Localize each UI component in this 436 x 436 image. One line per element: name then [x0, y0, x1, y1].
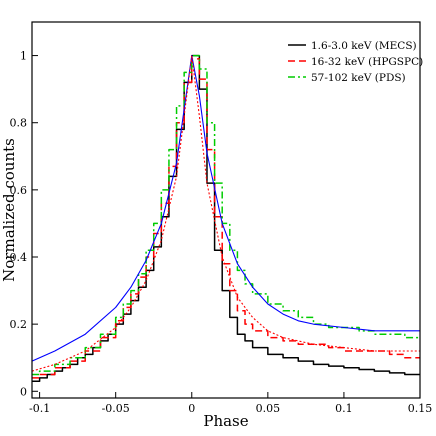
x-tick-label: 0.15 — [408, 402, 433, 415]
plot-frame — [31, 21, 421, 399]
x-tick-label: 0 — [188, 402, 195, 415]
y-tick-label: 0.2 — [10, 318, 28, 331]
x-tick-label: 0.1 — [335, 402, 353, 415]
x-tick-label: -0.1 — [29, 402, 50, 415]
y-tick-label: 1 — [20, 50, 27, 63]
x-axis-title: Phase — [203, 412, 248, 430]
series-line-1 — [32, 58, 420, 379]
legend-label: 57-102 keV (PDS) — [311, 72, 406, 84]
series-layer — [32, 54, 420, 382]
series-line-2 — [32, 54, 420, 376]
y-tick-label: 0.6 — [10, 184, 28, 197]
y-tick-label: 0.8 — [10, 117, 28, 130]
series-line-0 — [32, 54, 420, 382]
legend-label: 16-32 keV (HPGSPC) — [311, 56, 423, 68]
series-line-3 — [32, 55, 420, 362]
legend-label: 1.6-3.0 keV (MECS) — [311, 40, 417, 52]
x-axis: -0.1 -0.05 0 0.05 0.1 0.15 — [29, 392, 432, 415]
x-tick-label: -0.05 — [102, 402, 130, 415]
y-tick-label: 0.4 — [10, 251, 28, 264]
x-tick-label: 0.05 — [256, 402, 281, 415]
y-tick-label: 0 — [20, 385, 27, 398]
legend: 1.6-3.0 keV (MECS) 16-32 keV (HPGSPC) 57-1… — [288, 40, 423, 84]
series-line-4 — [32, 55, 420, 372]
y-axis: 0 0.2 0.4 0.6 0.8 1 — [10, 50, 38, 398]
y-axis-title: Normalized counts — [0, 138, 18, 282]
